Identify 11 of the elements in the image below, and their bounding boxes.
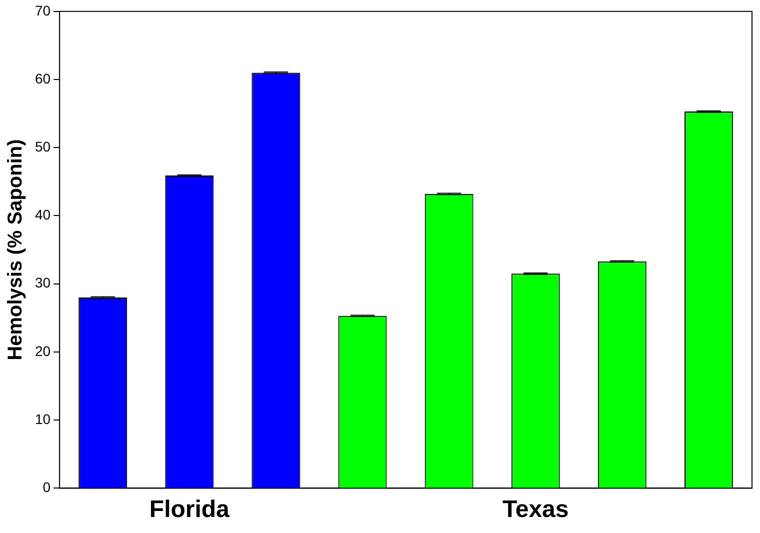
y-tick-label: 0 — [42, 479, 51, 496]
y-tick-label: 20 — [34, 342, 51, 359]
x-tick-label: Texas — [502, 496, 569, 524]
y-tick-label: 40 — [34, 206, 51, 223]
y-axis-title: Hemolysis (% Saponin) — [4, 139, 27, 360]
y-tick-label: 10 — [34, 410, 51, 427]
y-tick-label: 30 — [34, 274, 51, 291]
x-tick-label: Florida — [149, 496, 230, 524]
y-tick-label: 60 — [34, 70, 51, 86]
y-tick-label: 70 — [34, 2, 51, 18]
y-tick-label: 50 — [34, 138, 51, 154]
